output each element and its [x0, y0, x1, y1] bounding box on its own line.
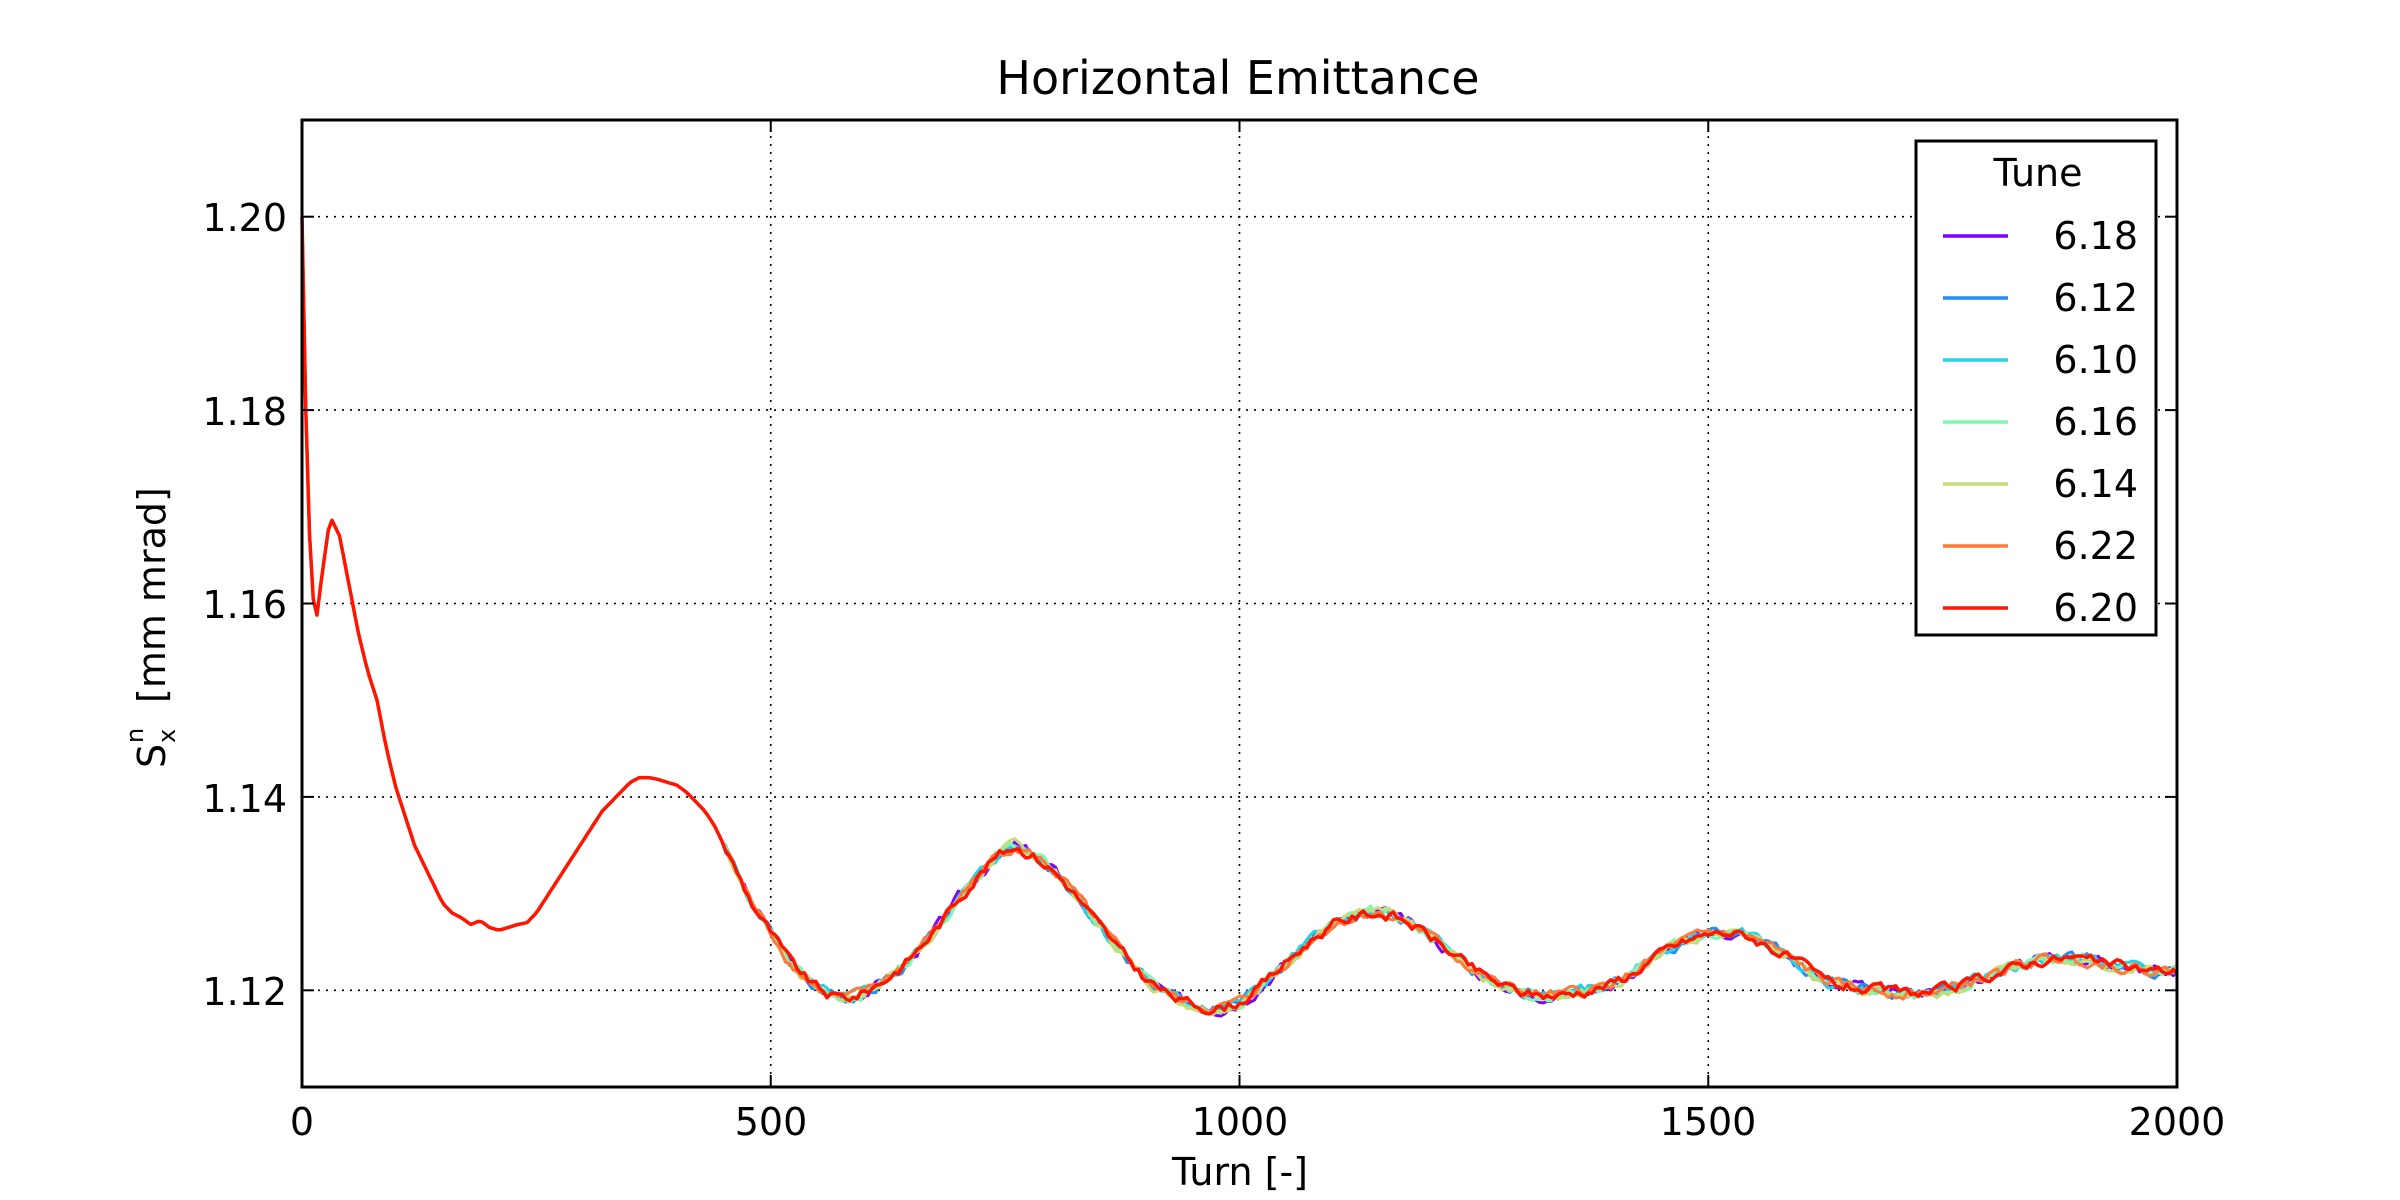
y-axis-label-units: [mm mrad]	[130, 487, 174, 703]
legend-box	[1914, 139, 2158, 637]
x-axis-label: Turn [-]	[1171, 1150, 1308, 1194]
y-axis-label: S n x [mm mrad]	[121, 487, 181, 768]
x-tick-label: 500	[735, 1100, 808, 1144]
y-tick-label: 1.16	[202, 583, 287, 627]
y-tick-label: 1.20	[202, 196, 287, 240]
x-tick-label: 2000	[2129, 1100, 2226, 1144]
legend: Tune 6.18 6.12 6.10 6.16 6.14 6.22 6.20	[1914, 139, 2158, 637]
legend-label: 6.18	[2053, 214, 2138, 258]
y-tick-label: 1.18	[202, 390, 287, 434]
series-group	[300, 216, 2179, 1018]
y-tick-label: 1.12	[202, 970, 287, 1014]
y-axis-label-superscript: n	[121, 728, 149, 743]
series-line	[300, 216, 2179, 1016]
x-tick-label: 1000	[1192, 1100, 1289, 1144]
x-tick-labels: 0 500 1000 1500 2000	[290, 1100, 2225, 1144]
legend-label: 6.10	[2053, 338, 2138, 382]
x-tick-label: 1500	[1660, 1100, 1757, 1144]
legend-label: 6.22	[2053, 524, 2138, 568]
chart-title: Horizontal Emittance	[996, 51, 1479, 105]
y-tick-label: 1.14	[202, 777, 287, 821]
y-axis-label-symbol: S	[130, 744, 174, 768]
legend-label: 6.16	[2053, 400, 2138, 444]
y-tick-labels: 1.12 1.14 1.16 1.18 1.20	[202, 196, 287, 1014]
legend-label: 6.20	[2053, 586, 2138, 630]
legend-label: 6.12	[2053, 276, 2138, 320]
y-axis-label-subscript: x	[153, 729, 181, 743]
legend-label: 6.14	[2053, 462, 2138, 506]
x-tick-label: 0	[290, 1100, 314, 1144]
legend-title: Tune	[1993, 151, 2083, 195]
tick-marks	[301, 120, 2178, 1087]
legend-entries: 6.18 6.12 6.10 6.16 6.14 6.22 6.20	[1943, 214, 2138, 630]
